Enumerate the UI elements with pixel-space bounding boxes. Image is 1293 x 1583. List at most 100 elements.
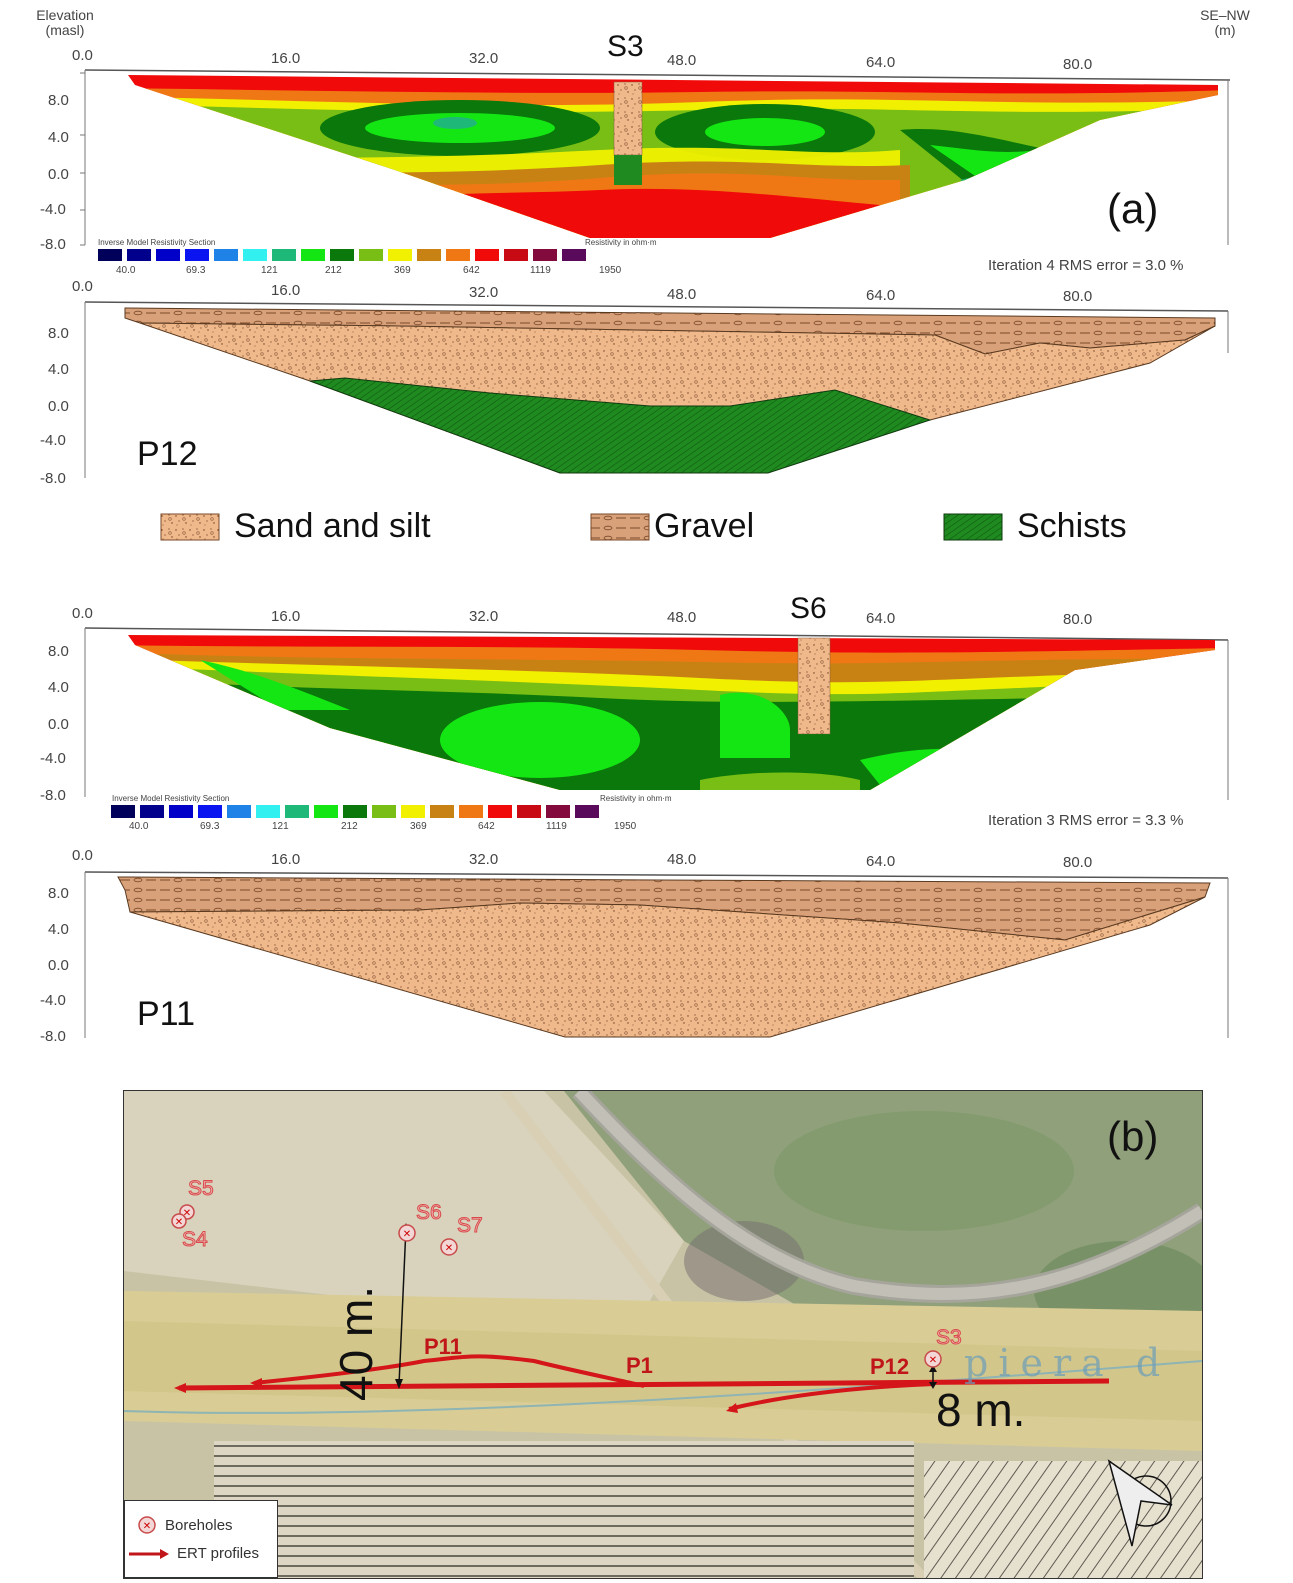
y-tick: -4.0 [40, 201, 66, 218]
x-tick: 16.0 [271, 50, 301, 67]
colorbar-label: 121 [272, 821, 289, 832]
colorbar-label: 40.0 [129, 821, 149, 832]
profile-label-p12: P12 [137, 435, 198, 473]
ert-section-s3: 0.0 16.0 32.0 48.0 64.0 80.0 8.0 4.0 0.0… [0, 30, 1293, 280]
x-tick: 80.0 [1063, 288, 1093, 305]
y-tick: 4.0 [48, 679, 69, 696]
svg-text:✕: ✕ [183, 1208, 191, 1219]
colorbar-swatch [301, 249, 325, 261]
borehole-label: S7 [457, 1214, 484, 1238]
x-tick: 80.0 [1063, 56, 1093, 73]
legend-label: Boreholes [165, 1516, 233, 1534]
borehole-label: S5 [188, 1177, 215, 1201]
map-legend: ✕ Boreholes ERT profiles [124, 1500, 278, 1578]
colorbar-swatch [488, 805, 512, 818]
colorbar-swatch [214, 249, 238, 261]
ert-section-s6: 0.0 16.0 32.0 48.0 64.0 80.0 8.0 4.0 0.0… [0, 592, 1293, 840]
colorbar-swatch [343, 805, 367, 818]
colorbar-swatch [562, 249, 586, 261]
colorbar-label: 642 [478, 821, 495, 832]
colorbar-swatch [575, 805, 599, 818]
colorbar-label: 369 [394, 265, 411, 276]
x-tick: 48.0 [667, 286, 697, 303]
colorbar-label: 642 [463, 265, 480, 276]
svg-text:✕: ✕ [143, 1521, 151, 1532]
y-tick: 0.0 [48, 957, 69, 974]
distance-label-40m: 40 m. [330, 1285, 382, 1401]
borehole-label: S4 [182, 1228, 209, 1252]
y-tick: 8.0 [48, 885, 69, 902]
y-tick: -8.0 [40, 787, 66, 804]
x-tick: 32.0 [469, 50, 499, 67]
y-axis-title: Elevation (masl) [36, 7, 94, 38]
gravel-pattern-icon [590, 513, 650, 540]
x-tick: 64.0 [866, 54, 896, 71]
ert-profile-label: P11 [424, 1334, 462, 1359]
borehole-icon: ✕ [138, 1516, 156, 1534]
x-tick: 64.0 [866, 287, 896, 304]
ert-profile-label: P12 [870, 1354, 910, 1379]
legend-label: Schists [1017, 507, 1127, 545]
borehole-marker-s3: ✕ [924, 1350, 942, 1368]
y-tick: 0.0 [48, 716, 69, 733]
colorbar-swatch [517, 805, 541, 818]
north-arrow-icon [1107, 1459, 1173, 1547]
geologic-plot-p11 [84, 871, 1229, 1038]
x-tick: 0.0 [72, 847, 93, 864]
x-tick: 32.0 [469, 284, 499, 301]
legend-ert-profiles: ERT profiles [127, 1545, 259, 1562]
profile-label-p11: P11 [137, 995, 195, 1033]
colorbar-title: Inverse Model Resistivity Section [112, 794, 230, 803]
colorbar-units: Resistivity in ohm·m [585, 238, 657, 247]
x-tick: 0.0 [72, 278, 93, 295]
colorbar-swatch [533, 249, 557, 261]
rms-error-text: Iteration 3 RMS error = 3.3 % [988, 812, 1184, 829]
ert-plot-s6 [84, 627, 1229, 800]
colorbar-label: 212 [341, 821, 358, 832]
borehole-marker-s6: ✕ [398, 1224, 416, 1242]
x-tick: 80.0 [1063, 611, 1093, 628]
legend-label: Gravel [654, 507, 755, 545]
colorbar-swatch [227, 805, 251, 818]
colorbar-label: 1950 [614, 821, 637, 832]
x-tick: 48.0 [667, 851, 697, 868]
colorbar-swatch [285, 805, 309, 818]
x-tick: 16.0 [271, 608, 301, 625]
ert-plot-s3 [80, 69, 1231, 246]
colorbar-title: Inverse Model Resistivity Section [98, 238, 216, 247]
borehole-label-s3: S3 [607, 30, 644, 63]
colorbar [98, 249, 586, 261]
x-tick: 80.0 [1063, 854, 1093, 871]
colorbar-swatch [359, 249, 383, 261]
ert-profile-label: P1 [626, 1353, 653, 1378]
x-tick: 32.0 [469, 608, 499, 625]
colorbar-label: 40.0 [116, 265, 136, 276]
map-imagery: ✕ ✕ ✕ ✕ ✕ [124, 1091, 1202, 1578]
x-tick: 48.0 [667, 52, 697, 69]
geologic-plot-p12 [84, 301, 1229, 478]
schist-pattern-icon [943, 513, 1003, 540]
colorbar-swatch [372, 805, 396, 818]
colorbar-swatch [417, 249, 441, 261]
y-tick: -8.0 [40, 1028, 66, 1045]
x-tick: 16.0 [271, 851, 301, 868]
svg-text:✕: ✕ [929, 1355, 937, 1366]
colorbar-swatch [111, 805, 135, 818]
y-tick: 4.0 [48, 361, 69, 378]
y-tick: 8.0 [48, 643, 69, 660]
colorbar-swatch [198, 805, 222, 818]
distance-label-8m: 8 m. [936, 1384, 1026, 1436]
sand-pattern-icon [160, 513, 220, 540]
y-tick: -4.0 [40, 750, 66, 767]
borehole-label: S6 [416, 1201, 443, 1225]
y-tick: 8.0 [48, 92, 69, 109]
colorbar [111, 805, 599, 818]
legend-boreholes: ✕ Boreholes [137, 1515, 233, 1535]
colorbar-swatch [256, 805, 280, 818]
colorbar-swatch [127, 249, 151, 261]
colorbar-swatch [140, 805, 164, 818]
colorbar-swatch [330, 249, 354, 261]
borehole-label: S3 [936, 1326, 963, 1350]
colorbar-label: 1950 [599, 265, 622, 276]
x-tick: 0.0 [72, 47, 93, 64]
